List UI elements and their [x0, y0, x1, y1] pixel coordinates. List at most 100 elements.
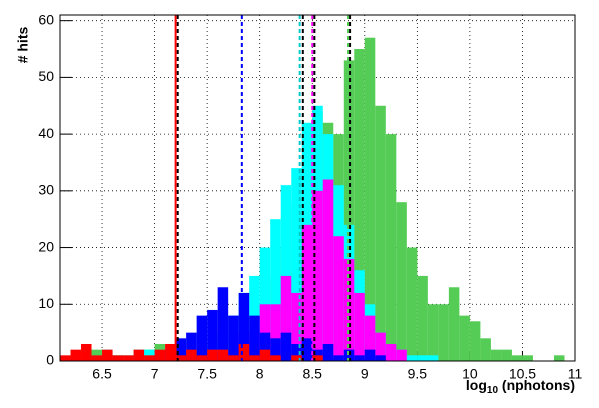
bar — [91, 355, 103, 361]
bar — [270, 355, 281, 361]
bar — [165, 343, 176, 361]
y-tick-label: 60 — [38, 11, 54, 27]
bar — [312, 190, 323, 361]
x-tick-label: 9 — [361, 366, 369, 382]
bar — [228, 315, 239, 361]
bar — [417, 355, 428, 361]
x-tick-label: 7 — [151, 366, 159, 382]
bar — [333, 355, 344, 361]
plot-frame — [59, 14, 576, 362]
x-tick-label: 7.5 — [197, 366, 217, 382]
bar — [312, 355, 323, 361]
bar — [196, 355, 208, 361]
bar — [112, 355, 124, 361]
bar — [186, 332, 197, 361]
bar — [375, 332, 386, 361]
bar — [553, 355, 565, 361]
bar — [249, 315, 260, 361]
bar — [291, 355, 302, 361]
bar — [364, 349, 376, 361]
bar — [427, 304, 439, 361]
bar — [406, 247, 418, 361]
bar — [396, 349, 407, 361]
bar — [70, 349, 82, 361]
bar — [448, 287, 460, 361]
bar — [133, 349, 145, 361]
bar — [270, 338, 281, 361]
bar — [207, 309, 218, 361]
bar — [343, 60, 355, 362]
bar — [343, 349, 355, 361]
bar — [123, 355, 134, 361]
bar — [186, 349, 197, 361]
bar — [333, 236, 344, 361]
bar — [354, 49, 365, 362]
bar — [375, 355, 386, 361]
bar — [154, 349, 166, 361]
bar — [238, 343, 250, 361]
x-tick-label: 8 — [256, 366, 264, 382]
y-tick-label: 20 — [38, 238, 54, 254]
bar — [322, 179, 334, 361]
x-tick-label: 8.5 — [303, 366, 323, 382]
bar — [501, 349, 512, 361]
bar — [364, 315, 376, 361]
bar — [217, 287, 229, 361]
y-tick-label: 0 — [46, 352, 54, 368]
bar — [385, 134, 397, 361]
y-tick-label: 10 — [38, 295, 54, 311]
bar — [427, 355, 439, 361]
y-tick-label: 50 — [38, 68, 54, 84]
bar — [280, 185, 292, 361]
y-tick-label: 40 — [38, 125, 54, 141]
bar — [469, 321, 481, 361]
y-tick-label: 30 — [38, 182, 54, 198]
bar — [459, 315, 470, 361]
bar — [417, 275, 428, 361]
x-tick-label: 6.5 — [92, 366, 112, 382]
x-tick-label: 11 — [568, 366, 583, 382]
bar — [270, 219, 281, 361]
bar — [490, 349, 502, 361]
bar — [259, 332, 271, 361]
bar — [249, 355, 260, 361]
bar — [238, 292, 250, 361]
bar — [259, 349, 271, 361]
bar — [291, 292, 302, 361]
bar — [354, 355, 365, 361]
y-axis-label: # hits — [15, 27, 31, 64]
bar — [364, 37, 376, 361]
x-axis-label: log10 (nphotons) — [466, 377, 575, 396]
bar — [522, 355, 533, 361]
bar — [396, 202, 407, 361]
bar — [270, 304, 281, 361]
bar — [511, 355, 523, 361]
bar — [144, 355, 155, 361]
bar — [301, 338, 313, 361]
bar — [291, 168, 302, 361]
bar — [60, 355, 71, 361]
x-tick-label: 10 — [462, 366, 478, 382]
bar — [217, 349, 229, 361]
bar — [343, 258, 355, 361]
bar — [207, 349, 218, 361]
bar — [175, 355, 187, 361]
bar — [280, 332, 292, 361]
bar — [81, 343, 92, 361]
bar — [406, 355, 418, 361]
bar — [175, 338, 187, 361]
bar — [196, 315, 208, 361]
bar — [322, 343, 334, 361]
bar — [280, 275, 292, 361]
bar — [354, 292, 365, 361]
bar — [375, 105, 386, 362]
bar — [480, 338, 491, 361]
x-tick-label: 10.5 — [509, 366, 536, 382]
bar — [385, 343, 397, 361]
bar — [291, 343, 302, 361]
bar — [102, 349, 113, 361]
x-tick-label: 9.5 — [408, 366, 428, 382]
bar — [438, 304, 449, 361]
bar — [228, 355, 239, 361]
